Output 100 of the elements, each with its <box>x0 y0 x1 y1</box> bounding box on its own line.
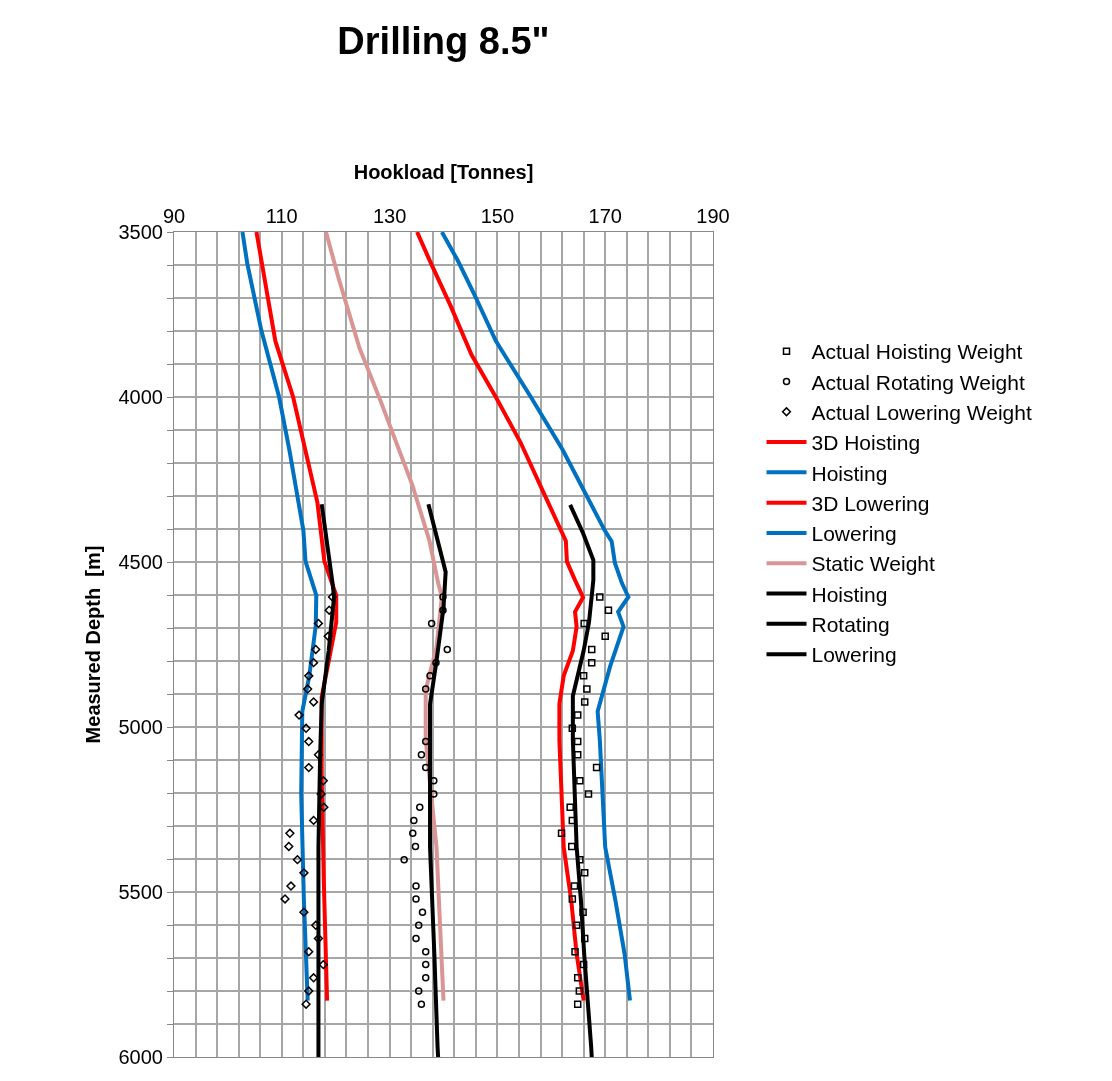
point <box>294 710 304 720</box>
point <box>573 711 582 719</box>
point <box>304 986 314 996</box>
y-tick-label: 6000 <box>118 1046 163 1068</box>
point <box>421 737 430 746</box>
point <box>286 881 296 891</box>
y-tick-label: 4000 <box>118 386 163 408</box>
point <box>573 1000 582 1008</box>
point <box>304 736 314 747</box>
point <box>587 658 596 667</box>
legend-label: Actual Hoisting Weight <box>811 340 1023 364</box>
point <box>304 762 314 773</box>
legend-label: 3D Hoisting <box>811 431 921 455</box>
point <box>580 619 588 628</box>
point <box>303 684 313 694</box>
point <box>427 619 436 628</box>
legend-label: Rotating <box>811 613 890 637</box>
x-tick-label: 150 <box>480 205 515 227</box>
x-tick-label: 90 <box>162 205 186 227</box>
point <box>583 685 591 693</box>
point <box>584 790 593 798</box>
point <box>604 606 613 614</box>
point <box>580 698 589 706</box>
point <box>421 685 430 693</box>
y-tick-label: 3500 <box>118 221 163 243</box>
point <box>443 645 452 654</box>
point <box>414 921 423 930</box>
point <box>580 869 589 877</box>
point <box>284 841 294 852</box>
point <box>313 618 324 629</box>
line-series <box>426 502 448 1057</box>
point <box>572 921 581 930</box>
legend-label: Actual Rotating Weight <box>811 370 1025 394</box>
point <box>426 672 434 680</box>
y-tick-label: 4500 <box>118 551 163 573</box>
legend-label: Static Weight <box>811 552 936 576</box>
point <box>417 1000 426 1008</box>
point <box>308 697 319 707</box>
point <box>568 842 576 851</box>
x-axis-title: Hookload [Tonnes] <box>353 160 534 183</box>
point <box>421 960 430 969</box>
point <box>292 855 303 865</box>
point <box>571 947 579 956</box>
point <box>596 593 604 601</box>
point <box>601 632 609 640</box>
line-series <box>568 502 596 1057</box>
y-axis-title: Measured Depth [m] <box>82 545 104 744</box>
point <box>311 920 321 930</box>
point <box>308 658 319 668</box>
point <box>299 868 309 878</box>
point <box>568 724 577 733</box>
point <box>304 947 314 957</box>
point <box>557 829 566 838</box>
point <box>566 803 574 811</box>
point <box>592 763 601 772</box>
point <box>418 908 427 916</box>
legend-label: Lowering <box>811 522 897 546</box>
point <box>411 842 420 851</box>
point <box>301 999 311 1009</box>
point <box>421 974 430 982</box>
point <box>313 750 324 760</box>
x-tick-label: 110 <box>265 205 298 227</box>
point <box>410 816 418 825</box>
point <box>579 960 588 969</box>
point <box>416 803 424 811</box>
point <box>417 750 426 759</box>
legend-label: Hoisting <box>811 582 888 606</box>
point <box>414 987 423 995</box>
y-tick-label: 5500 <box>118 881 163 903</box>
point <box>285 828 295 838</box>
point <box>301 723 311 733</box>
point <box>400 855 408 864</box>
point <box>580 934 589 943</box>
point <box>299 907 309 917</box>
x-tick-label: 130 <box>372 205 407 227</box>
point <box>280 894 290 904</box>
legend-label: Lowering <box>811 643 897 667</box>
point <box>575 987 584 995</box>
point <box>573 737 582 746</box>
point <box>412 934 420 943</box>
point <box>304 671 314 681</box>
point <box>579 672 588 680</box>
legend-label: Actual Lowering Weight <box>811 400 1032 424</box>
legend-label: 3D Lowering <box>811 491 930 515</box>
point <box>421 947 430 956</box>
line-series <box>439 232 632 1003</box>
point <box>311 644 321 655</box>
point <box>568 895 577 903</box>
point <box>587 645 596 654</box>
point <box>327 592 338 602</box>
point <box>570 882 579 890</box>
chart-title: Drilling 8.5" <box>337 19 550 62</box>
point <box>412 882 420 890</box>
point <box>573 974 582 982</box>
y-tick-label: 5000 <box>118 716 163 738</box>
point <box>412 895 420 903</box>
x-tick-label: 190 <box>696 205 730 227</box>
legend-label: Hoisting <box>811 461 888 485</box>
point <box>409 829 417 838</box>
x-tick-label: 170 <box>588 205 622 227</box>
